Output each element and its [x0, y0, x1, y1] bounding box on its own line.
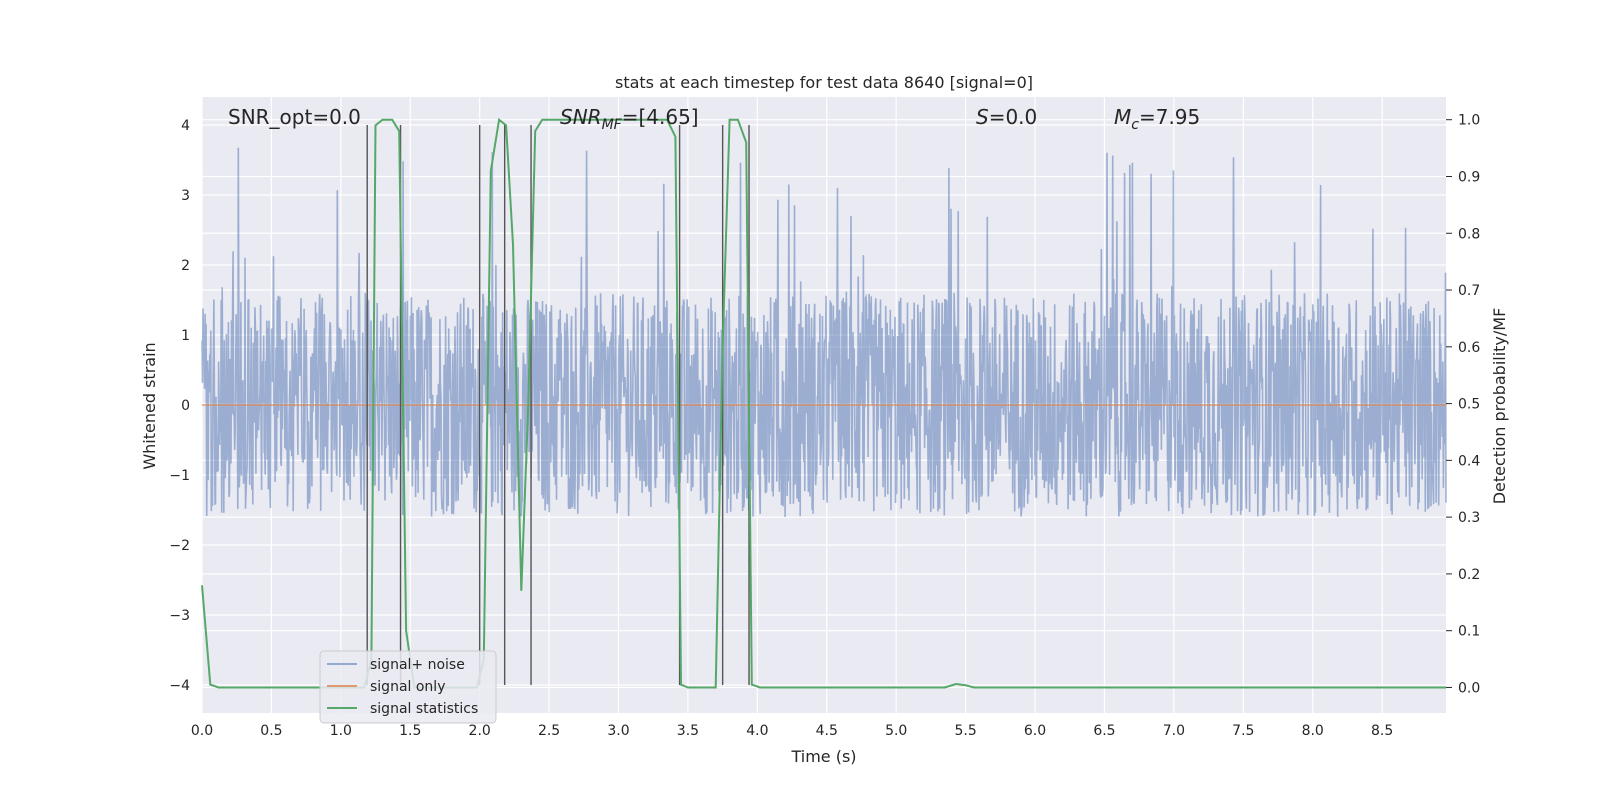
y2-tick-label: 1.0: [1458, 113, 1480, 129]
x-tick-label: 7.0: [1163, 723, 1185, 739]
x-tick-label: 2.0: [469, 723, 491, 739]
y-tick-label: 4: [181, 118, 190, 134]
legend-label-signal-only: signal only: [370, 679, 445, 695]
y-tick-label: 3: [181, 188, 190, 204]
legend-label-signal-noise: signal+ noise: [370, 657, 465, 673]
y2-tick-label: 0.8: [1458, 226, 1480, 242]
x-axis-ticks: 0.0 0.5 1.0 1.5 2.0 2.5 3.0 3.5 4.0 4.5 5.0 5.5 6.0 6…: [191, 723, 1393, 739]
series-signal-statistics: [201, 117, 1446, 689]
y2-tick-label: 0.2: [1458, 567, 1480, 583]
signal-noise-line: [201, 147, 1447, 518]
y-axis-label: Whitened strain: [140, 342, 159, 469]
y2-tick-label: 0.9: [1458, 169, 1480, 185]
x-tick-label: 0.0: [191, 723, 213, 739]
x-tick-label: 0.5: [260, 723, 282, 739]
y-tick-label: 1: [181, 328, 190, 344]
x-tick-label: 1.0: [330, 723, 352, 739]
y2-axis-ticks: 1.0 0.9 0.8 0.7 0.6 0.5 0.4 0.3 0.2 0.1 0.0: [1446, 113, 1480, 696]
x-tick-label: 8.0: [1302, 723, 1324, 739]
annotation-mc: Mc=7.95: [1114, 105, 1200, 133]
annotation-snr-mf: SNRMF=[4.65]: [560, 105, 699, 133]
x-tick-label: 8.5: [1371, 723, 1393, 739]
x-tick-label: 5.5: [954, 723, 976, 739]
x-axis-label: Time (s): [790, 747, 856, 766]
signal-statistics-line: [201, 117, 1446, 689]
legend: signal+ noise signal only signal statist…: [319, 650, 497, 724]
y2-tick-label: 0.7: [1458, 283, 1480, 299]
x-tick-label: 7.5: [1232, 723, 1254, 739]
x-tick-label: 6.0: [1024, 723, 1046, 739]
y-tick-label: 0: [181, 398, 190, 414]
y2-tick-label: 0.1: [1458, 624, 1480, 640]
annotation-s: S=0.0: [976, 105, 1037, 129]
y2-tick-label: 0.0: [1458, 680, 1480, 696]
y2-tick-label: 0.3: [1458, 510, 1480, 526]
x-tick-label: 6.5: [1093, 723, 1115, 739]
annotation-snr-opt: SNR_opt=0.0: [228, 105, 361, 129]
legend-box: [319, 650, 497, 724]
series-signal-noise: [201, 147, 1447, 518]
legend-label-signal-statistics: signal statistics: [370, 701, 478, 717]
chart-title: stats at each timestep for test data 864…: [615, 73, 1033, 92]
y2-tick-label: 0.5: [1458, 397, 1480, 413]
y-tick-label: −2: [169, 538, 190, 554]
x-tick-label: 5.0: [885, 723, 907, 739]
x-tick-label: 4.5: [816, 723, 838, 739]
y2-tick-label: 0.6: [1458, 340, 1480, 356]
y2-tick-label: 0.4: [1458, 453, 1480, 469]
y-tick-label: −3: [169, 608, 190, 624]
y2-axis-label: Detection probability/MF: [1490, 308, 1509, 505]
x-tick-label: 3.0: [607, 723, 629, 739]
y-tick-label: −4: [169, 678, 190, 694]
y-axis-ticks: 4 3 2 1 0 −1 −2 −3 −4: [169, 118, 190, 694]
y-tick-label: −1: [169, 468, 190, 484]
y-tick-label: 2: [181, 258, 190, 274]
x-tick-label: 2.5: [538, 723, 560, 739]
x-tick-label: 1.5: [399, 723, 421, 739]
x-tick-label: 4.0: [746, 723, 768, 739]
x-tick-label: 3.5: [677, 723, 699, 739]
